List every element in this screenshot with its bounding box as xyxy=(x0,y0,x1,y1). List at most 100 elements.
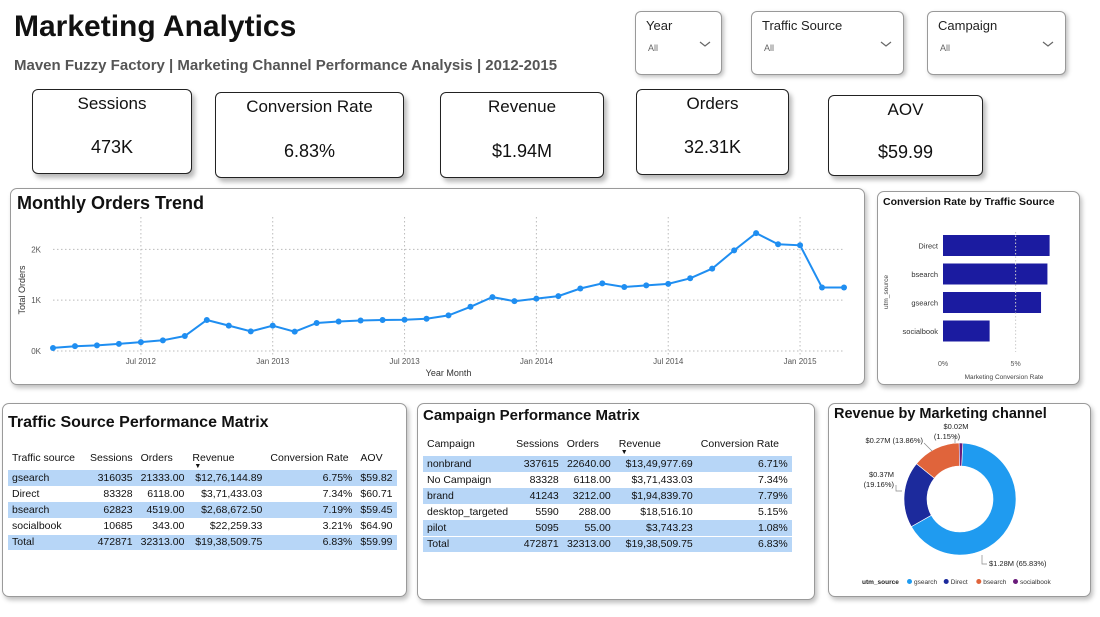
orders-data-point[interactable] xyxy=(137,339,144,346)
column-header[interactable]: Orders xyxy=(140,452,173,464)
table-cell: $59.99 xyxy=(356,533,397,550)
legend-item[interactable]: Direct xyxy=(951,579,968,586)
orders-data-point[interactable] xyxy=(203,316,210,323)
orders-data-point[interactable] xyxy=(159,337,166,344)
orders-data-point[interactable] xyxy=(401,316,408,323)
table-cell: bsearch xyxy=(8,502,86,518)
orders-data-point[interactable] xyxy=(511,298,518,305)
column-header[interactable]: Conversion Rate xyxy=(700,438,779,450)
label-leader-line xyxy=(981,555,987,565)
orders-data-point[interactable] xyxy=(247,328,254,335)
orders-data-point[interactable] xyxy=(379,316,386,323)
orders-data-point[interactable] xyxy=(115,340,122,347)
orders-data-point[interactable] xyxy=(50,344,56,351)
orders-data-point[interactable] xyxy=(687,275,694,282)
table-row[interactable]: nonbrand 337615 22640.00 $13,49,977.69 6.71% xyxy=(423,456,792,472)
filter-traffic-source-value[interactable]: All xyxy=(764,43,775,53)
orders-data-point[interactable] xyxy=(423,315,430,322)
chevron-down-icon[interactable] xyxy=(879,39,893,49)
table-cell: 1.08% xyxy=(696,520,792,536)
orders-data-point[interactable] xyxy=(797,242,804,249)
orders-data-point[interactable] xyxy=(577,285,584,292)
table-total-row[interactable]: Total 472871 32313.00 $19,38,509.75 6.83% xyxy=(423,535,792,552)
orders-data-point[interactable] xyxy=(357,317,364,324)
filter-traffic-source[interactable]: Traffic Source All xyxy=(751,11,904,75)
table-row[interactable]: brand 41243 3212.00 $1,94,839.70 7.79% xyxy=(423,488,792,504)
sort-descending-icon[interactable]: ▼ xyxy=(194,463,202,470)
filter-campaign[interactable]: Campaign All xyxy=(927,11,1066,75)
orders-data-point[interactable] xyxy=(445,312,452,319)
orders-data-point[interactable] xyxy=(665,280,672,287)
column-header[interactable]: Revenue ▼ xyxy=(615,432,697,456)
bar-socialbook[interactable] xyxy=(943,320,990,342)
filter-year[interactable]: Year All xyxy=(635,11,722,75)
column-header[interactable]: Revenue ▼ xyxy=(188,446,266,470)
orders-data-point[interactable] xyxy=(621,283,628,290)
legend-item[interactable]: socialbook xyxy=(1020,579,1051,586)
orders-data-point[interactable] xyxy=(599,280,606,287)
table-total-row[interactable]: Total 472871 32313.00 $19,38,509.75 6.83% $59… xyxy=(8,533,397,550)
column-header[interactable]: Campaign xyxy=(427,438,475,450)
orders-data-point[interactable] xyxy=(313,320,320,327)
column-header[interactable]: AOV xyxy=(360,452,383,464)
legend-marker xyxy=(1013,579,1018,584)
kpi-value: $1.94M xyxy=(491,141,553,161)
orders-data-point[interactable] xyxy=(643,282,650,289)
legend-item[interactable]: bsearch xyxy=(983,579,1007,586)
orders-data-point[interactable] xyxy=(489,294,496,301)
column-header[interactable]: Traffic source xyxy=(12,452,76,464)
donut-slice-socialbook[interactable] xyxy=(958,442,964,467)
table-row[interactable]: desktop_targeted 5590 288.00 $18,516.10 5.15… xyxy=(423,504,792,520)
table-cell: 22640.00 xyxy=(562,456,615,472)
chevron-down-icon[interactable] xyxy=(1041,39,1055,49)
conversion-by-source-visual: Conversion Rate by Traffic Source Direct… xyxy=(877,191,1080,385)
legend-marker xyxy=(907,579,912,584)
table-header-row: Campaign Sessions Orders Revenue ▼ Conversion… xyxy=(423,432,792,456)
filter-year-value[interactable]: All xyxy=(648,43,659,53)
table-row[interactable]: bsearch 62823 4519.00 $2,68,672.50 7.19% $59.… xyxy=(8,502,397,518)
column-header[interactable]: Sessions xyxy=(516,438,559,450)
x-tick-label: Jul 2013 xyxy=(389,357,420,366)
orders-data-point[interactable] xyxy=(93,342,100,349)
column-header[interactable]: Orders xyxy=(566,438,599,450)
bar-gsearch[interactable] xyxy=(943,292,1042,313)
orders-data-point[interactable] xyxy=(467,303,474,310)
legend-item[interactable]: gsearch xyxy=(914,579,938,586)
kpi-card-revenue: Revenue $1.94M xyxy=(440,92,604,178)
orders-data-point[interactable] xyxy=(335,318,342,325)
donut-slice-gsearch[interactable] xyxy=(910,442,1017,556)
table-cell: 343.00 xyxy=(152,519,185,532)
orders-data-point[interactable] xyxy=(819,284,826,291)
kpi-label: Conversion Rate xyxy=(246,97,373,116)
table-cell: brand xyxy=(423,488,513,504)
sort-descending-icon[interactable]: ▼ xyxy=(620,449,628,456)
column-header[interactable]: Sessions xyxy=(90,452,133,464)
bar-bsearch[interactable] xyxy=(943,263,1048,285)
table-cell: 7.19% xyxy=(266,502,357,518)
orders-data-point[interactable] xyxy=(181,333,188,340)
chevron-down-icon[interactable] xyxy=(698,39,712,49)
orders-data-point[interactable] xyxy=(269,322,276,329)
column-header[interactable]: Conversion Rate xyxy=(270,452,349,464)
orders-data-point[interactable] xyxy=(753,230,760,237)
x-axis-title: Year Month xyxy=(426,368,472,378)
orders-data-point[interactable] xyxy=(555,293,562,300)
table-row[interactable]: No Campaign 83328 6118.00 $3,71,433.03 7.34% xyxy=(423,472,792,488)
filter-campaign-value[interactable]: All xyxy=(940,43,951,53)
orders-data-point[interactable] xyxy=(709,265,716,272)
table-cell: 6118.00 xyxy=(573,474,611,486)
table-row[interactable]: Direct 83328 6118.00 $3,71,433.03 7.34% $60.7… xyxy=(8,486,397,502)
campaign-table: Campaign Sessions Orders Revenue ▼ Conversion… xyxy=(423,432,792,552)
table-row[interactable]: gsearch 316035 21333.00 $12,76,144.89 6.75% $… xyxy=(8,470,397,486)
orders-data-point[interactable] xyxy=(225,322,232,329)
x-tick-label: Jan 2015 xyxy=(784,357,817,366)
orders-data-point[interactable] xyxy=(533,295,540,302)
orders-data-point[interactable] xyxy=(71,343,78,350)
table-row[interactable]: socialbook 10685 343.00 $22,259.33 3.21% $64.… xyxy=(8,518,397,534)
orders-data-point[interactable] xyxy=(841,284,847,291)
orders-data-point[interactable] xyxy=(291,328,298,335)
table-row[interactable]: pilot 5095 55.00 $3,743.23 1.08% xyxy=(423,520,792,536)
orders-data-point[interactable] xyxy=(775,241,782,248)
bar-direct[interactable] xyxy=(943,235,1050,256)
orders-data-point[interactable] xyxy=(731,247,738,254)
